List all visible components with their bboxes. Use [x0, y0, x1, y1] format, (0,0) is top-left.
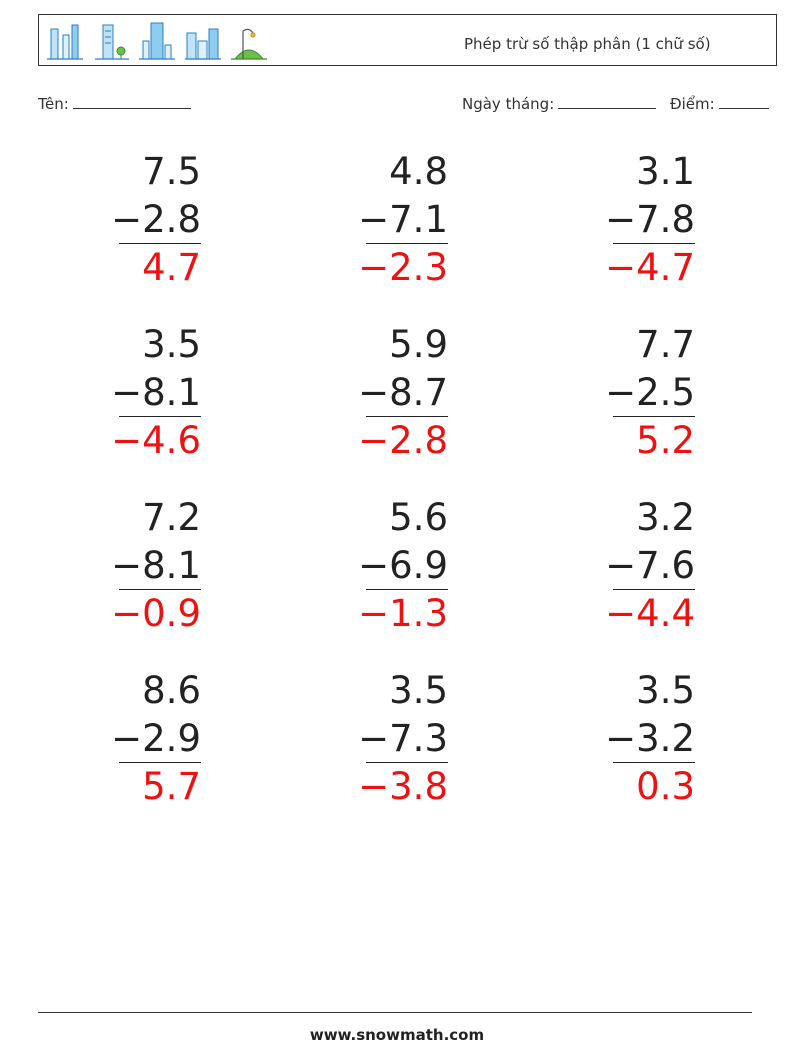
answer-rule — [613, 589, 695, 590]
answer: −4.4 — [605, 592, 695, 635]
answer: −0.9 — [111, 592, 201, 635]
subtrahend: −2.5 — [525, 369, 695, 417]
minuend: 5.6 — [389, 496, 448, 539]
score-blank[interactable] — [718, 94, 769, 109]
minuend: 3.5 — [389, 669, 448, 712]
problem-2: 4.8 −7.1 −2.3 — [278, 148, 448, 292]
tall-tower-icon — [139, 22, 175, 60]
minuend: 8.6 — [142, 669, 201, 712]
answer: 4.7 — [142, 246, 201, 289]
problem-5: 5.9 −8.7 −2.8 — [278, 321, 448, 465]
minuend: 7.5 — [142, 150, 201, 193]
header-icons — [45, 21, 269, 63]
answer-rule — [366, 416, 448, 417]
answer-rule — [119, 762, 201, 763]
problem-10: 8.6 −2.9 5.7 — [31, 667, 201, 811]
footer-site: www.snowmath.com — [309, 1026, 485, 1044]
park-with-lamp-icon — [231, 28, 267, 60]
subtrahend: −8.1 — [31, 369, 201, 417]
subtrahend: −7.6 — [525, 542, 695, 590]
answer: −4.6 — [111, 419, 201, 462]
minuend: 7.7 — [636, 323, 695, 366]
answer: −4.7 — [605, 246, 695, 289]
worksheet-header: Phép trừ số thập phân (1 chữ số) — [38, 14, 777, 66]
problem-8: 5.6 −6.9 −1.3 — [278, 494, 448, 638]
minuend: 4.8 — [389, 150, 448, 193]
answer-rule — [366, 589, 448, 590]
minuend: 7.2 — [142, 496, 201, 539]
minuend: 3.2 — [636, 496, 695, 539]
subtrahend: −6.9 — [278, 542, 448, 590]
subtrahend: −2.8 — [31, 196, 201, 244]
answer: 5.7 — [142, 765, 201, 808]
subtrahend: −8.1 — [31, 542, 201, 590]
answer-rule — [366, 762, 448, 763]
minuend: 5.9 — [389, 323, 448, 366]
subtrahend: −7.3 — [278, 715, 448, 763]
score-field: Điểm: — [670, 94, 769, 113]
problem-6: 7.7 −2.5 5.2 — [525, 321, 695, 465]
subtrahend: −2.9 — [31, 715, 201, 763]
answer-rule — [366, 243, 448, 244]
problem-3: 3.1 −7.8 −4.7 — [525, 148, 695, 292]
minuend: 3.5 — [142, 323, 201, 366]
problem-12: 3.5 −3.2 0.3 — [525, 667, 695, 811]
name-label: Tên: — [38, 95, 69, 113]
problem-9: 3.2 −7.6 −4.4 — [525, 494, 695, 638]
answer-rule — [613, 762, 695, 763]
name-blank[interactable] — [72, 94, 191, 109]
subtrahend: −3.2 — [525, 715, 695, 763]
date-label: Ngày tháng: — [462, 95, 555, 113]
problem-11: 3.5 −7.3 −3.8 — [278, 667, 448, 811]
answer: −2.3 — [358, 246, 448, 289]
answer-rule — [119, 416, 201, 417]
answer-rule — [119, 589, 201, 590]
date-blank[interactable] — [558, 94, 657, 109]
answer: 5.2 — [636, 419, 695, 462]
subtrahend: −7.1 — [278, 196, 448, 244]
tower-with-tree-icon — [95, 24, 129, 60]
minuend: 3.1 — [636, 150, 695, 193]
answer-rule — [613, 416, 695, 417]
problem-1: 7.5 −2.8 4.7 — [31, 148, 201, 292]
date-field: Ngày tháng: — [462, 94, 657, 113]
skyscrapers-icon — [47, 24, 83, 60]
city-buildings-icon — [185, 28, 221, 60]
answer: 0.3 — [636, 765, 695, 808]
answer: −3.8 — [358, 765, 448, 808]
worksheet-title: Phép trừ số thập phân (1 chữ số) — [464, 35, 711, 53]
answer: −1.3 — [358, 592, 448, 635]
answer: −2.8 — [358, 419, 448, 462]
score-label: Điểm: — [670, 95, 715, 113]
answer-rule — [613, 243, 695, 244]
footer-divider — [38, 1012, 752, 1013]
minuend: 3.5 — [636, 669, 695, 712]
subtrahend: −7.8 — [525, 196, 695, 244]
problem-4: 3.5 −8.1 −4.6 — [31, 321, 201, 465]
name-field: Tên: — [38, 94, 191, 113]
subtrahend: −8.7 — [278, 369, 448, 417]
problem-7: 7.2 −8.1 −0.9 — [31, 494, 201, 638]
answer-rule — [119, 243, 201, 244]
